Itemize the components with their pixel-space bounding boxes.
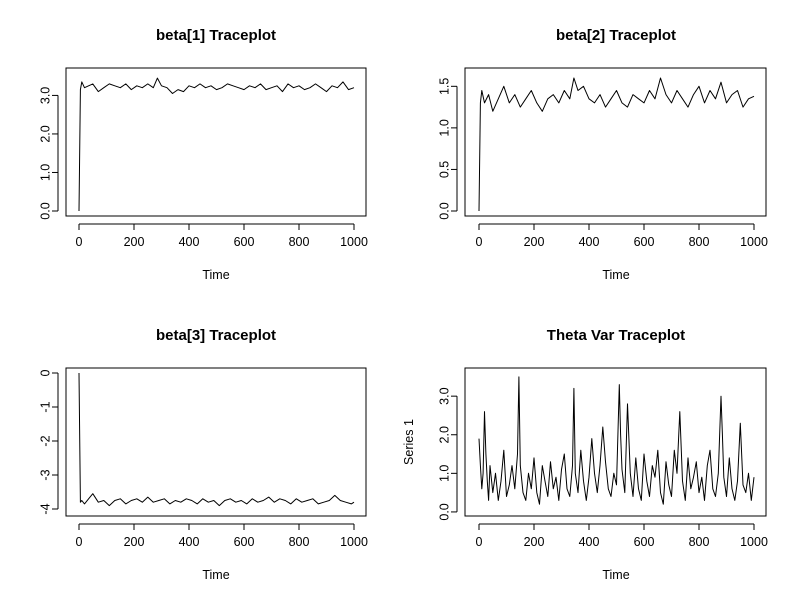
x-tick-label: 400 xyxy=(179,235,200,249)
y-tick-label: 2.0 xyxy=(437,426,451,443)
x-axis-label: Time xyxy=(202,568,229,582)
x-tick-label: 1000 xyxy=(740,235,768,249)
x-tick-label: 600 xyxy=(234,535,255,549)
y-tick-label: 2.0 xyxy=(38,125,52,142)
chart-title: beta[2] Traceplot xyxy=(556,27,676,44)
x-tick-label: 1000 xyxy=(340,235,368,249)
x-tick-label: 600 xyxy=(634,535,655,549)
trace-line xyxy=(78,77,355,212)
plot-frame xyxy=(65,67,367,217)
x-tick-label: 800 xyxy=(289,535,310,549)
y-tick-label: -3 xyxy=(38,469,52,480)
x-tick-label: 1000 xyxy=(740,535,768,549)
x-tick-label: 200 xyxy=(524,535,545,549)
x-tick-label: 200 xyxy=(524,235,545,249)
plot-frame xyxy=(464,67,767,217)
panel-2: beta[2] Traceplot 0 200 400 600 800 1000 Time 0.… xyxy=(437,27,768,282)
x-tick-label: 0 xyxy=(476,235,483,249)
y-tick-label: 1.5 xyxy=(437,78,451,95)
trace-line xyxy=(478,376,755,505)
chart-title: Theta Var Traceplot xyxy=(547,327,685,344)
x-tick-label: 800 xyxy=(289,235,310,249)
x-axis-label: Time xyxy=(602,568,629,582)
chart-title: beta[3] Traceplot xyxy=(156,327,276,344)
x-tick-label: 1000 xyxy=(340,535,368,549)
y-tick-label: 0.0 xyxy=(38,202,52,219)
y-tick-label: 0.0 xyxy=(437,202,451,219)
x-tick-label: 400 xyxy=(579,235,600,249)
y-tick-label: 3.0 xyxy=(437,387,451,404)
y-tick-label: 3.0 xyxy=(38,87,52,104)
trace-line xyxy=(478,77,755,212)
y-tick-label: -1 xyxy=(38,401,52,412)
x-axis-label: Time xyxy=(602,268,629,282)
x-tick-label: 400 xyxy=(579,535,600,549)
y-axis-label: Series 1 xyxy=(402,419,416,465)
y-tick-label: -2 xyxy=(38,435,52,446)
chart-title: beta[1] Traceplot xyxy=(156,27,276,44)
y-tick-label: 0.0 xyxy=(437,503,451,520)
panel-3: beta[3] Traceplot 0 200 400 600 800 1000 Time -4… xyxy=(38,327,368,582)
panel-1: beta[1] Traceplot 0 200 400 600 800 1000 Time 0.… xyxy=(38,27,368,282)
y-tick-label: 0 xyxy=(38,369,52,376)
x-tick-label: 600 xyxy=(234,235,255,249)
x-tick-label: 0 xyxy=(476,535,483,549)
x-tick-label: 400 xyxy=(179,535,200,549)
x-tick-label: 0 xyxy=(76,535,83,549)
plot-frame xyxy=(65,367,367,517)
y-tick-label: 0.5 xyxy=(437,161,451,178)
trace-line xyxy=(78,372,355,507)
x-tick-label: 200 xyxy=(124,235,145,249)
y-tick-label: 1.0 xyxy=(437,119,451,136)
x-tick-label: 800 xyxy=(689,535,710,549)
x-tick-label: 200 xyxy=(124,535,145,549)
y-tick-label: 1.0 xyxy=(38,164,52,181)
panel-4: Theta Var Traceplot 0 200 400 600 800 1000 Time… xyxy=(402,327,768,582)
x-tick-label: 600 xyxy=(634,235,655,249)
y-tick-label: 1.0 xyxy=(437,465,451,482)
x-tick-label: 800 xyxy=(689,235,710,249)
y-tick-label: -4 xyxy=(38,503,52,514)
x-axis-label: Time xyxy=(202,268,229,282)
x-tick-label: 0 xyxy=(76,235,83,249)
plot-frame xyxy=(464,367,767,517)
